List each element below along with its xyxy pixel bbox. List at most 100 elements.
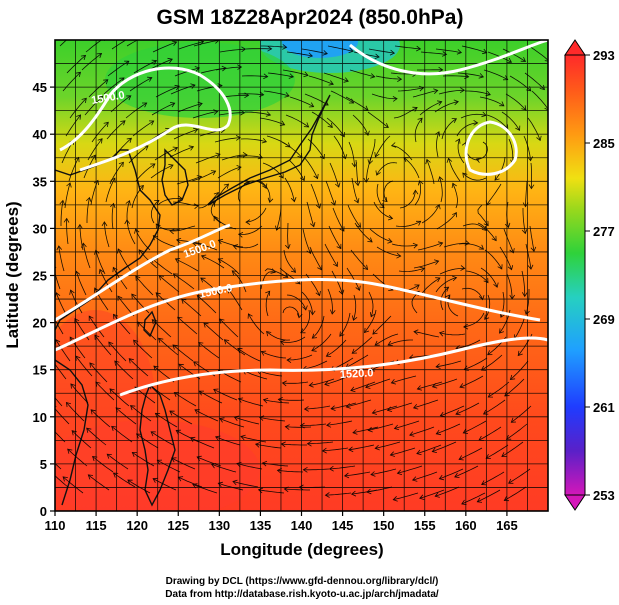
streamline-arrowhead — [210, 463, 217, 469]
streamline — [242, 369, 268, 380]
streamline — [304, 93, 329, 106]
streamline-arrowhead — [412, 106, 418, 112]
streamline — [258, 180, 271, 203]
streamline — [191, 170, 216, 182]
streamline-arrowhead — [219, 417, 225, 423]
streamline — [461, 45, 487, 54]
streamline — [284, 488, 310, 491]
streamline — [233, 243, 259, 249]
streamline-arrowhead — [94, 249, 100, 255]
streamline — [462, 172, 487, 181]
streamline-arrowhead — [168, 164, 174, 170]
streamline-arrowhead — [74, 156, 80, 163]
streamline — [66, 402, 85, 422]
streamline-arrowhead — [451, 182, 457, 189]
streamline-arrowhead — [412, 242, 419, 249]
streamline-arrowhead — [117, 248, 123, 254]
streamline — [373, 201, 393, 219]
streamline — [99, 269, 113, 293]
streamline — [476, 141, 488, 160]
streamline — [60, 200, 64, 226]
streamline-arrowhead — [330, 405, 336, 411]
streamline-arrowhead — [233, 415, 240, 421]
x-tick-label: 155 — [414, 518, 436, 533]
streamline-arrowhead — [117, 295, 123, 301]
streamline — [62, 476, 84, 494]
streamline-arrowhead — [75, 71, 82, 78]
streamline-arrowhead — [236, 461, 242, 468]
streamline-arrowhead — [94, 334, 100, 340]
streamline-arrowhead — [254, 442, 261, 448]
streamline — [259, 117, 285, 126]
streamline-arrowhead — [154, 412, 161, 418]
streamline-arrowhead — [374, 340, 380, 346]
streamline-arrowhead — [103, 121, 109, 127]
streamline-arrowhead — [97, 138, 103, 144]
streamline — [463, 420, 487, 434]
streamline-arrowhead — [198, 390, 204, 396]
streamline — [328, 225, 342, 249]
streamline — [266, 331, 291, 341]
y-tick-label: 35 — [33, 174, 47, 189]
streamline — [155, 412, 178, 428]
streamline — [513, 315, 526, 340]
streamline-arrowhead — [235, 135, 241, 141]
streamline — [283, 249, 296, 273]
streamline — [75, 355, 93, 377]
streamline — [409, 426, 435, 436]
streamline — [303, 468, 330, 471]
streamline-arrowhead — [536, 135, 542, 142]
streamline — [486, 444, 509, 459]
streamline — [149, 384, 171, 401]
x-tick-label: 145 — [332, 518, 354, 533]
streamline-arrowhead — [521, 292, 528, 298]
streamline — [506, 201, 509, 228]
streamline — [368, 48, 395, 54]
streamline — [232, 481, 259, 488]
streamline — [238, 225, 263, 235]
streamline-arrowhead — [374, 444, 380, 451]
streamline — [413, 399, 439, 409]
streamline — [398, 267, 425, 273]
streamline-arrowhead — [414, 284, 420, 290]
streamline — [92, 456, 114, 473]
streamline-arrowhead — [151, 319, 157, 325]
streamline — [282, 69, 309, 76]
streamline-arrowhead — [177, 476, 184, 482]
streamline-arrowhead — [302, 305, 308, 311]
streamline-arrowhead — [451, 118, 458, 123]
colorbar-tick-label: 285 — [593, 136, 615, 151]
streamline — [355, 159, 359, 186]
streamline-arrowhead — [231, 270, 237, 276]
streamline-arrowhead — [167, 57, 173, 64]
streamline-arrowhead — [478, 435, 484, 441]
streamline — [465, 270, 489, 283]
streamline — [480, 267, 498, 288]
colorbar-bottom-arrow — [564, 494, 586, 511]
streamline — [132, 120, 154, 137]
x-tick-label: 125 — [167, 518, 189, 533]
streamline — [370, 468, 397, 475]
streamline — [307, 138, 325, 159]
streamline-arrowhead — [417, 180, 424, 186]
streamline — [81, 53, 102, 71]
streamline — [237, 93, 264, 96]
streamline-arrowhead — [67, 448, 73, 454]
streamline — [243, 180, 267, 189]
streamline-arrowhead — [153, 365, 159, 371]
streamline — [309, 246, 322, 270]
streamline-arrowhead — [505, 434, 512, 440]
streamline — [368, 423, 394, 431]
streamline-arrowhead — [459, 383, 465, 389]
streamline — [464, 357, 488, 370]
streamline-arrowhead — [138, 184, 144, 191]
streamline — [412, 90, 438, 98]
streamline-arrowhead — [382, 196, 388, 203]
streamline — [178, 476, 203, 488]
streamline-arrowhead — [539, 84, 545, 91]
streamline — [106, 120, 126, 140]
streamline — [198, 342, 220, 359]
streamline — [109, 388, 130, 407]
streamline — [375, 441, 401, 449]
streamline-arrowhead — [416, 220, 422, 226]
